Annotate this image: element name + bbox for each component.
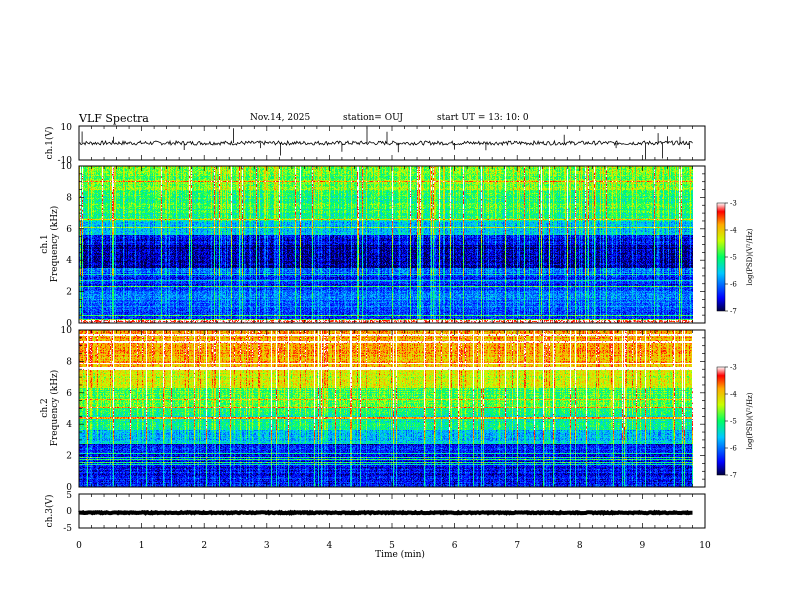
y-tick-label: 6 xyxy=(66,389,72,399)
y-tick-label: 0 xyxy=(66,319,72,329)
y-tick-label: 2 xyxy=(66,452,72,462)
x-tick-label: 10 xyxy=(699,541,711,551)
colorbar-tick-label: -6 xyxy=(730,281,737,289)
ch2-spec-channel-label: ch.2 xyxy=(40,398,50,417)
ch1-colorbar-label: log(PSD)(V²/Hz) xyxy=(746,228,754,285)
y-tick-label: 10 xyxy=(61,162,73,172)
x-tick-label: 1 xyxy=(139,541,145,551)
ch1-ytick-top: 10 xyxy=(61,123,73,133)
chart-title: VLF Spectra xyxy=(79,112,149,125)
ch2-spec-ylabel: Frequency (kHz) xyxy=(49,370,60,447)
x-tick-label: 3 xyxy=(264,541,270,551)
ch1-spec-channel-label: ch.1 xyxy=(40,234,50,253)
panel-ch3-waveform: 5 0 -5 ch.3(V) xyxy=(44,491,706,534)
ch3-ytick-mid: 0 xyxy=(66,507,72,517)
ch3-ytick-bottom: -5 xyxy=(63,524,72,534)
colorbar-tick-label: -6 xyxy=(730,445,737,453)
start-time-label: start UT = 13: 10: 0 xyxy=(437,113,529,123)
x-tick-label: 0 xyxy=(76,541,82,551)
y-tick-label: 6 xyxy=(66,225,72,235)
ch2-colorbar-ticks: -3 -4 -5 -6 -7 xyxy=(725,364,737,480)
y-tick-label: 8 xyxy=(66,357,72,367)
x-tick-label: 2 xyxy=(201,541,207,551)
x-axis-tick-labels: 0 1 2 3 4 5 6 7 8 9 10 xyxy=(76,541,711,551)
ch1-spectrogram-image xyxy=(79,166,693,323)
station-label: station= OUJ xyxy=(343,113,404,123)
ch2-colorbar xyxy=(716,366,726,476)
ch1-spec-ylabel: Frequency (kHz) xyxy=(49,206,60,283)
colorbar-tick-label: -4 xyxy=(730,391,737,399)
colorbar-tick-label: -5 xyxy=(730,418,737,426)
x-tick-label: 8 xyxy=(577,541,583,551)
colorbar-tick-label: -5 xyxy=(730,254,737,262)
ch2-spectrogram-image xyxy=(79,330,693,487)
ch1-ylabel: ch.1(V) xyxy=(44,127,55,160)
x-axis-label: Time (min) xyxy=(375,549,425,560)
ch3-ytick-top: 5 xyxy=(66,491,72,501)
x-tick-label: 7 xyxy=(514,541,520,551)
ch1-colorbar xyxy=(716,202,726,312)
colorbar-tick-label: -7 xyxy=(730,472,737,480)
ch2-spec-yticks: 0 2 4 6 8 10 xyxy=(61,326,705,493)
y-tick-label: 4 xyxy=(66,420,72,430)
x-tick-label: 6 xyxy=(452,541,458,551)
colorbar-tick-label: -3 xyxy=(730,200,737,208)
x-axis-ticks xyxy=(78,126,706,528)
x-tick-label: 9 xyxy=(640,541,646,551)
y-tick-label: 8 xyxy=(66,193,72,203)
y-tick-label: 2 xyxy=(66,288,72,298)
date-label: Nov.14, 2025 xyxy=(250,113,311,123)
y-tick-label: 4 xyxy=(66,256,72,266)
colorbar-tick-label: -7 xyxy=(730,308,737,316)
y-tick-label: 0 xyxy=(66,483,72,493)
ch2-spectrogram-frame xyxy=(78,329,706,488)
panel-ch1-waveform: 10 -10 ch.1(V) xyxy=(44,123,706,166)
y-tick-label: 10 xyxy=(61,326,73,336)
x-tick-label: 5 xyxy=(389,541,395,551)
colorbar-tick-label: -4 xyxy=(730,227,737,235)
ch3-ylabel: ch.3(V) xyxy=(44,495,55,528)
ch3-waveform-trace xyxy=(78,509,693,516)
colorbar-tick-label: -3 xyxy=(730,364,737,372)
x-tick-label: 4 xyxy=(327,541,333,551)
ch1-ytick-bottom: -10 xyxy=(58,156,73,166)
ch1-spectrogram-frame xyxy=(78,165,706,324)
ch1-colorbar-ticks: -3 -4 -5 -6 -7 xyxy=(725,200,737,316)
ch1-spec-yticks: 0 2 4 6 8 10 xyxy=(61,162,705,329)
ch1-waveform-trace xyxy=(78,127,693,160)
ch2-colorbar-label: log(PSD)(V²/Hz) xyxy=(746,392,754,449)
